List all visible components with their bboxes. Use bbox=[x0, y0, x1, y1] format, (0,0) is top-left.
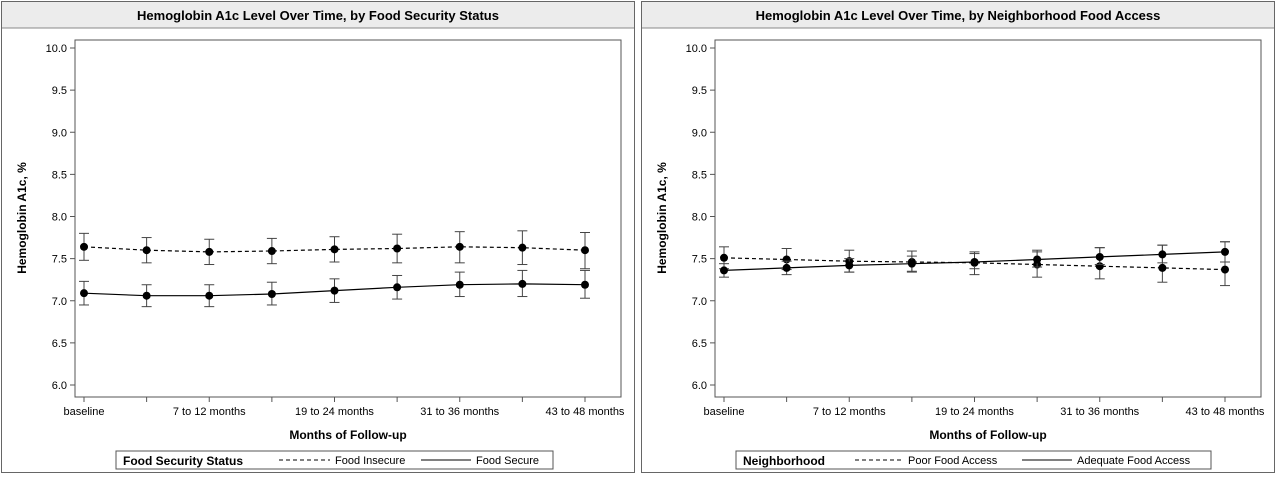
x-axis-label: Months of Follow-up bbox=[289, 428, 406, 442]
data-point bbox=[1095, 252, 1104, 261]
y-tick-label: 6.5 bbox=[52, 338, 67, 350]
y-tick-label: 7.0 bbox=[52, 296, 67, 308]
legend-label-adequate-access: Adequate Food Access bbox=[1077, 455, 1191, 467]
data-point bbox=[205, 247, 214, 256]
data-point bbox=[720, 266, 728, 275]
data-point bbox=[455, 280, 464, 289]
data-point bbox=[1221, 265, 1229, 274]
x-tick-label: 19 to 24 months bbox=[935, 406, 1014, 418]
legend-label-food-secure: Food Secure bbox=[476, 455, 539, 467]
y-tick-label: 10.0 bbox=[686, 43, 707, 55]
data-point bbox=[393, 283, 402, 292]
legend-title: Food Security Status bbox=[123, 454, 243, 468]
x-tick-label: baseline bbox=[704, 406, 745, 418]
chart-panel-food-security: Hemoglobin A1c Level Over Time, by Food … bbox=[1, 1, 635, 473]
x-tick-label: 19 to 24 months bbox=[295, 406, 374, 418]
data-point bbox=[518, 243, 527, 252]
data-point bbox=[581, 246, 589, 255]
y-tick-label: 6.0 bbox=[692, 380, 707, 392]
data-point bbox=[267, 290, 276, 299]
y-tick-label: 8.5 bbox=[692, 169, 707, 181]
y-tick-label: 7.5 bbox=[692, 254, 707, 266]
data-point bbox=[455, 242, 464, 251]
series-adequate-food-access bbox=[719, 241, 1230, 278]
y-tick-label: 7.0 bbox=[692, 296, 707, 308]
data-point bbox=[267, 247, 276, 256]
x-tick-label: 43 to 48 months bbox=[546, 406, 625, 418]
chart-title: Hemoglobin A1c Level Over Time, by Neigh… bbox=[756, 8, 1161, 23]
y-tick-label: 9.0 bbox=[692, 127, 707, 139]
x-axis-label: Months of Follow-up bbox=[929, 428, 1046, 442]
data-point bbox=[80, 242, 88, 251]
y-axis-label: Hemoglobin A1c, % bbox=[15, 162, 29, 274]
data-point bbox=[1033, 255, 1042, 264]
y-axis-label: Hemoglobin A1c, % bbox=[655, 162, 669, 274]
series-layer bbox=[719, 241, 1230, 287]
y-axis: 6.0 6.5 7.0 7.5 8.0 8.5 9.0 9.5 10.0 bbox=[686, 43, 715, 392]
data-point bbox=[330, 286, 339, 295]
y-tick-label: 6.5 bbox=[692, 338, 707, 350]
panel-frame bbox=[1, 1, 635, 473]
chart-title: Hemoglobin A1c Level Over Time, by Food … bbox=[137, 8, 499, 23]
data-point bbox=[720, 253, 728, 262]
y-tick-label: 8.0 bbox=[52, 212, 67, 224]
y-tick-label: 6.0 bbox=[52, 380, 67, 392]
y-tick-label: 10.0 bbox=[46, 43, 67, 55]
x-tick-label: 7 to 12 months bbox=[813, 406, 886, 418]
title-bar bbox=[2, 2, 634, 28]
data-point bbox=[142, 246, 151, 255]
title-bar bbox=[642, 2, 1274, 28]
y-tick-label: 7.5 bbox=[52, 254, 67, 266]
data-point bbox=[393, 244, 402, 253]
x-tick-label: 31 to 36 months bbox=[1060, 406, 1139, 418]
data-point bbox=[142, 291, 151, 300]
data-point bbox=[970, 257, 979, 266]
plot-area bbox=[74, 39, 622, 398]
y-tick-label: 8.0 bbox=[692, 212, 707, 224]
series-food-secure bbox=[79, 269, 590, 308]
data-point bbox=[330, 245, 339, 254]
data-point bbox=[782, 263, 791, 272]
data-point bbox=[581, 280, 589, 289]
x-tick-label: 7 to 12 months bbox=[173, 406, 246, 418]
data-point bbox=[518, 279, 527, 288]
chart-panel-neighborhood-access: Hemoglobin A1c Level Over Time, by Neigh… bbox=[641, 1, 1275, 473]
legend-label-poor-access: Poor Food Access bbox=[908, 455, 998, 467]
data-point bbox=[907, 259, 916, 268]
series-food-insecure bbox=[79, 230, 590, 270]
x-tick-label: 31 to 36 months bbox=[420, 406, 499, 418]
panel-frame bbox=[641, 1, 1275, 473]
x-tick-label: baseline bbox=[64, 406, 105, 418]
data-point bbox=[1221, 247, 1229, 256]
legend-box bbox=[735, 450, 1212, 470]
data-point bbox=[80, 289, 88, 298]
x-axis: baseline 7 to 12 months 19 to 24 months 31 … bbox=[64, 397, 625, 418]
data-point bbox=[1158, 250, 1167, 259]
y-tick-label: 9.5 bbox=[692, 85, 707, 97]
legend-label-food-insecure: Food Insecure bbox=[335, 455, 405, 467]
data-point bbox=[205, 291, 214, 300]
plot-area bbox=[714, 39, 1262, 398]
legend: Neighborhood Poor Food Access Adequate F… bbox=[735, 450, 1212, 470]
y-axis: 6.0 6.5 7.0 7.5 8.0 8.5 9.0 9.5 10.0 bbox=[46, 43, 75, 392]
x-tick-label: 43 to 48 months bbox=[1186, 406, 1265, 418]
legend: Food Security Status Food Insecure Food … bbox=[115, 450, 554, 470]
x-axis: baseline 7 to 12 months 19 to 24 months 31 … bbox=[704, 397, 1265, 418]
y-tick-label: 9.0 bbox=[52, 127, 67, 139]
data-point bbox=[1158, 263, 1167, 272]
legend-title: Neighborhood bbox=[743, 454, 825, 468]
legend-box bbox=[115, 450, 554, 470]
y-tick-label: 9.5 bbox=[52, 85, 67, 97]
series-layer bbox=[79, 230, 590, 308]
data-point bbox=[845, 261, 854, 270]
y-tick-label: 8.5 bbox=[52, 169, 67, 181]
